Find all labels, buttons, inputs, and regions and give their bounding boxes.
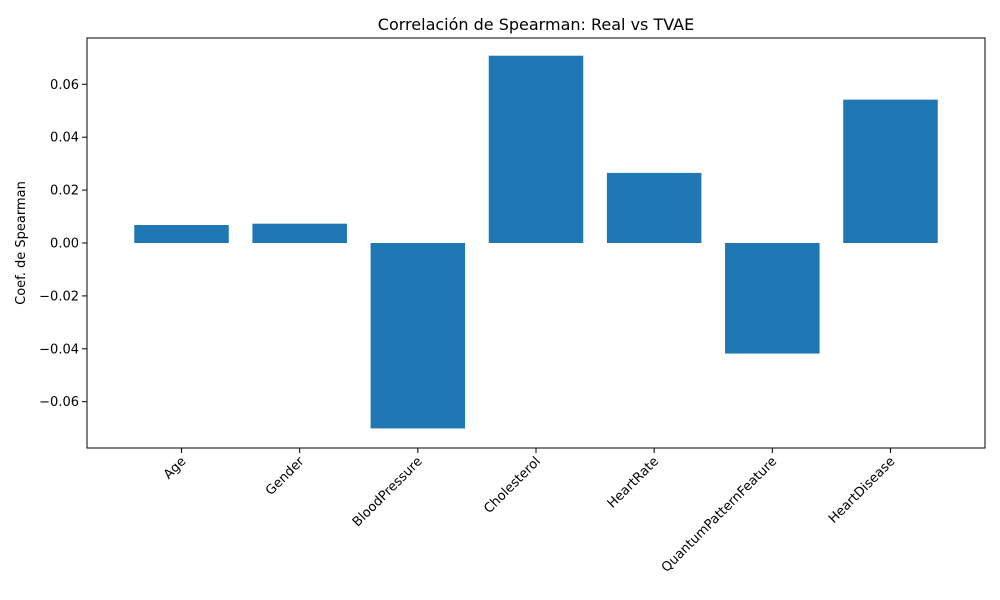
x-tick-label-gender: Gender [263, 454, 308, 499]
x-tick-label-cholesterol: Cholesterol [481, 454, 543, 516]
plot-frame [86, 37, 986, 449]
bar-heartrate [606, 172, 702, 243]
y-tick-label: 0.04 [50, 131, 79, 146]
y-tick-label: −0.04 [39, 342, 79, 357]
x-tick-label-age: Age [161, 454, 189, 482]
y-axis: −0.06 −0.04 −0.02 0.00 0.02 0.04 0.06 [39, 78, 87, 410]
y-tick-label: 0.06 [50, 78, 79, 93]
bar-bloodpressure [370, 243, 466, 429]
y-tick-label: −0.02 [39, 289, 79, 304]
bar-quantumpatternfeature [725, 243, 820, 354]
x-tick-label-heartdisease: HeartDisease [826, 454, 898, 526]
bar-age [134, 225, 229, 243]
chart-title: Correlación de Spearman: Real vs TVAE [378, 15, 694, 34]
x-axis: Age Gender BloodPressure Cholesterol HeartRa… [161, 448, 898, 576]
y-tick-label: −0.06 [39, 395, 79, 410]
y-axis-label: Coef. de Spearman [14, 181, 29, 305]
bars-group [134, 55, 938, 429]
x-tick-label-bloodpressure: BloodPressure [350, 454, 426, 530]
y-tick-label: 0.00 [50, 237, 79, 252]
y-tick-label: 0.02 [50, 184, 79, 199]
bar-cholesterol [488, 55, 584, 243]
x-tick-label-quantumpatternfeature: QuantumPatternFeature [659, 454, 780, 575]
x-tick-label-heartrate: HeartRate [605, 454, 662, 511]
bar-gender [252, 223, 347, 243]
bar-heartdisease [843, 99, 938, 243]
